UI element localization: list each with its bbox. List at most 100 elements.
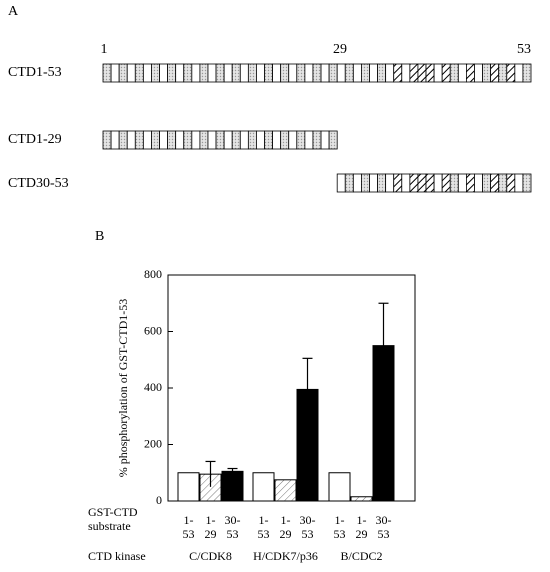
x-axis-label: substrate [88, 519, 131, 533]
repeat-box [231, 130, 241, 150]
repeat-box [449, 63, 459, 83]
row-label: CTD30-53 [8, 176, 69, 191]
repeat-box [320, 130, 330, 150]
repeat-box [296, 63, 306, 83]
repeat-box [393, 173, 403, 193]
repeat-box [110, 63, 120, 83]
repeat-box [344, 173, 354, 193]
repeat-box [223, 130, 233, 150]
y-tick-label: 800 [144, 267, 162, 281]
repeat-box [151, 130, 160, 150]
repeat-box [199, 130, 209, 150]
repeat-box [223, 63, 233, 83]
repeat-box [482, 173, 492, 193]
bar-label: 29 [356, 527, 368, 541]
repeat-box [352, 63, 362, 83]
repeat-box [369, 173, 378, 193]
repeat-box [199, 63, 209, 83]
repeat-box [304, 63, 314, 83]
repeat-box [264, 63, 273, 83]
repeat-box [134, 63, 144, 83]
repeat-box [506, 63, 516, 83]
repeat-box [159, 130, 169, 150]
repeat-box [433, 173, 443, 193]
bar [221, 470, 244, 502]
bar-label: 53 [302, 527, 314, 541]
repeat-box [490, 173, 500, 193]
repeat-box [417, 63, 427, 83]
repeat-box [191, 63, 201, 83]
repeat-box [183, 130, 193, 150]
repeat-box [449, 173, 459, 193]
repeat-box [433, 63, 443, 83]
repeat-box [506, 173, 516, 193]
y-axis-label: % phosphorylation of GST-CTD1-53 [116, 299, 130, 478]
repeat-box [288, 63, 298, 83]
repeat-box [159, 63, 169, 83]
repeat-box [231, 63, 241, 83]
repeat-box [126, 63, 136, 83]
bar-label: 30- [300, 513, 316, 527]
repeat-box [215, 63, 225, 83]
repeat-box [175, 130, 185, 150]
repeat-box [352, 173, 362, 193]
repeat-box [134, 130, 144, 150]
repeat-box [361, 63, 370, 83]
repeat-box [385, 173, 395, 193]
repeat-box [336, 63, 346, 83]
repeat-box [514, 173, 524, 193]
bar-label: 53 [378, 527, 390, 541]
repeat-box [256, 63, 265, 83]
panel-label: A [8, 4, 19, 19]
repeat-box [312, 130, 322, 150]
repeat-box [207, 130, 217, 150]
bar-label: 1- [335, 513, 345, 527]
bar-label: 1- [184, 513, 194, 527]
repeat-box [385, 63, 395, 83]
repeat-box [514, 63, 524, 83]
repeat-box [312, 63, 322, 83]
bar [328, 472, 351, 502]
repeat-box [457, 173, 467, 193]
repeat-box [328, 130, 338, 150]
bar-label: 1- [281, 513, 291, 527]
repeat-box [465, 173, 475, 193]
repeat-box [247, 63, 257, 83]
repeat-box [465, 63, 475, 83]
y-tick-label: 400 [144, 380, 162, 394]
y-tick-label: 200 [144, 436, 162, 450]
repeat-box [401, 63, 411, 83]
repeat-box [498, 173, 508, 193]
repeat-box [151, 63, 160, 83]
group-axis-label: CTD kinase [88, 549, 146, 563]
repeat-box [482, 63, 492, 83]
bar-label: 1- [259, 513, 269, 527]
group-label: H/CDK7/p36 [253, 549, 318, 563]
repeat-box [409, 173, 419, 193]
repeat-box [304, 130, 314, 150]
bar-label: 53 [227, 527, 239, 541]
repeat-box [256, 130, 265, 150]
repeat-box [344, 63, 354, 83]
repeat-box [328, 63, 338, 83]
repeat-box [401, 173, 411, 193]
bar [252, 472, 275, 502]
repeat-box [474, 63, 483, 83]
repeat-box [377, 63, 387, 83]
bar-label: 53 [334, 527, 346, 541]
repeat-box [320, 63, 330, 83]
bar-label: 1- [357, 513, 367, 527]
repeat-box [522, 63, 532, 83]
scale-label: 29 [333, 42, 347, 57]
repeat-box [183, 63, 193, 83]
y-tick-label: 0 [156, 493, 162, 507]
repeat-box [215, 130, 225, 150]
repeat-box [175, 63, 185, 83]
bar-label: 53 [183, 527, 195, 541]
repeat-box [102, 130, 112, 150]
group-label: B/CDC2 [340, 549, 382, 563]
repeat-box [474, 173, 483, 193]
bar-label: 53 [258, 527, 270, 541]
bar-label: 30- [376, 513, 392, 527]
repeat-box [280, 63, 290, 83]
